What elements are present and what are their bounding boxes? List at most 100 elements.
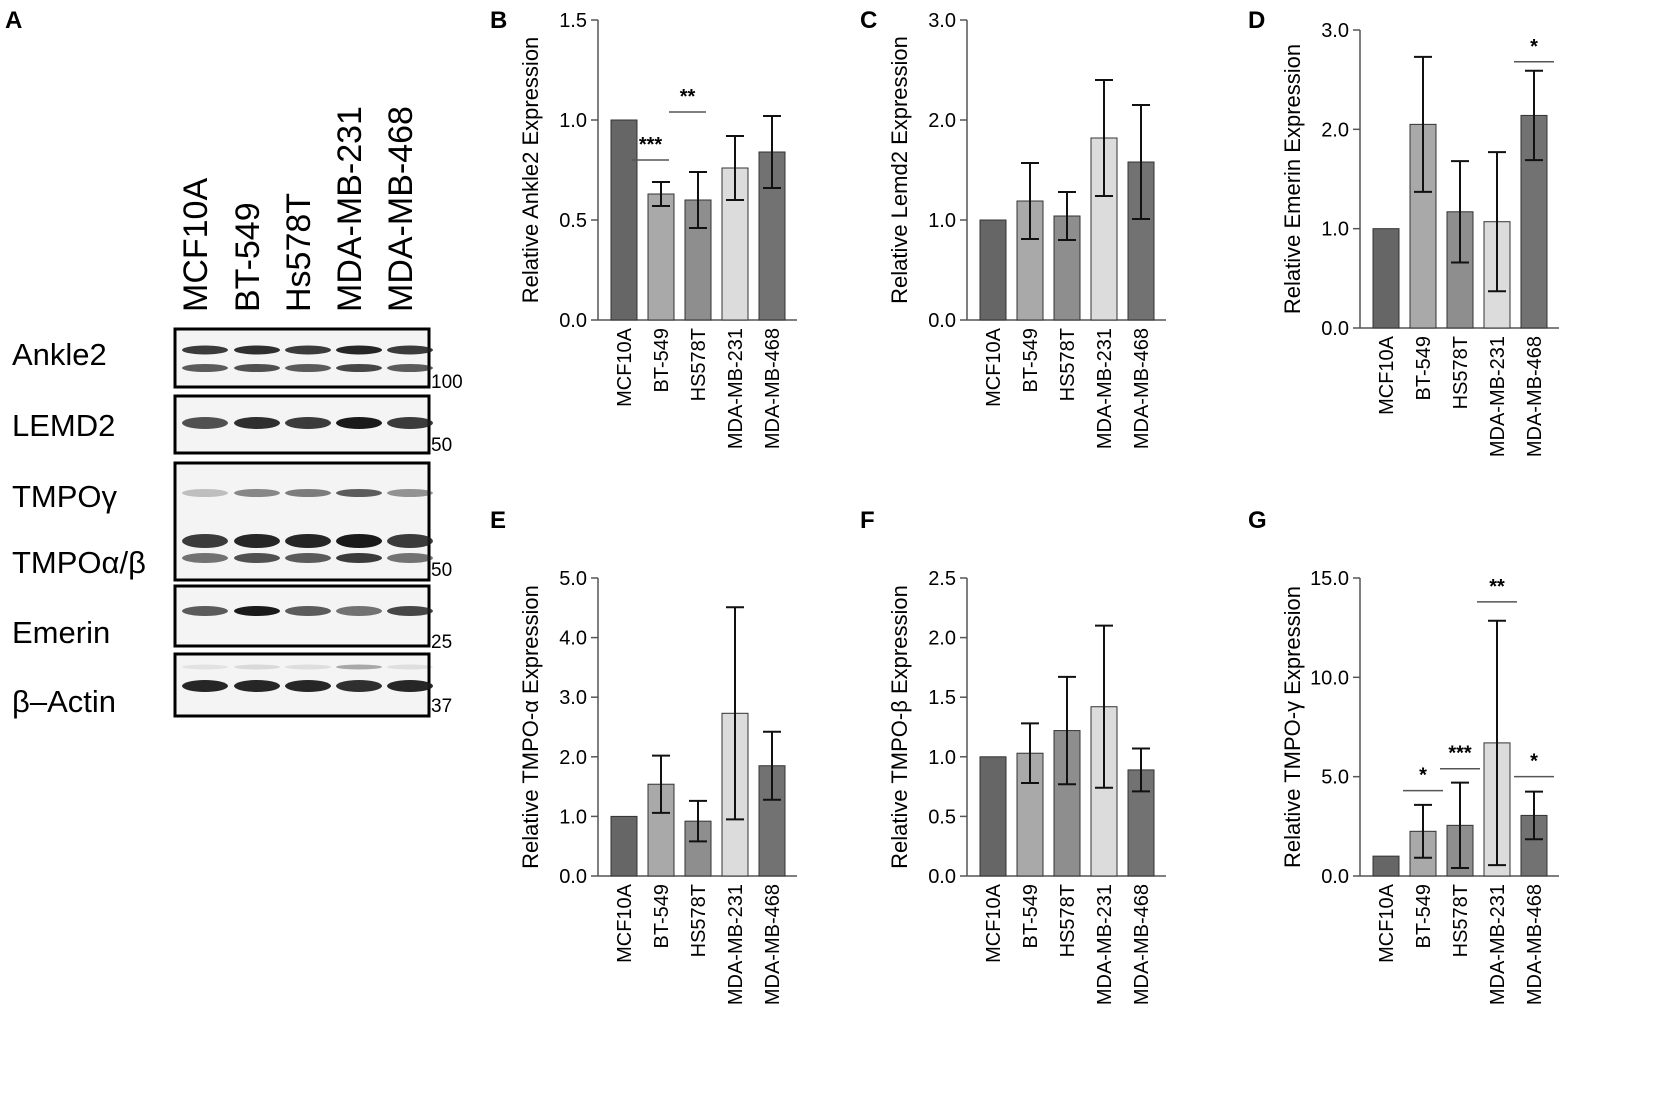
error-bar bbox=[1451, 160, 1469, 264]
blot-band bbox=[234, 553, 280, 563]
x-tick-label: MDA-MB-468 bbox=[1524, 336, 1546, 457]
bar-mcf10a bbox=[979, 756, 1007, 877]
blot-band bbox=[285, 417, 331, 429]
error-bar bbox=[689, 171, 707, 229]
x-tick-label: HS578T bbox=[1450, 336, 1472, 409]
panel-a-blot: A MCF10A BT-549 Hs578T MDA-MB-231 MDA-MB-468 A… bbox=[5, 7, 463, 719]
blot-band bbox=[182, 345, 228, 355]
blot-band bbox=[234, 417, 280, 429]
panel-letter: E bbox=[490, 507, 506, 534]
y-tick-label: 0.5 bbox=[928, 806, 956, 828]
significance-label: * bbox=[1530, 751, 1538, 773]
x-tick-label: MDA-MB-468 bbox=[1131, 884, 1153, 1005]
blot-band bbox=[234, 680, 280, 692]
blot-band bbox=[336, 534, 382, 548]
blot-band bbox=[387, 680, 433, 692]
blot-marker-label: 25 bbox=[431, 632, 452, 653]
x-tick-label: MCF10A bbox=[983, 327, 1005, 407]
error-bar bbox=[1451, 781, 1469, 870]
y-tick-label: 2.0 bbox=[1321, 119, 1349, 141]
error-bar bbox=[652, 181, 670, 207]
x-tick-label: HS578T bbox=[688, 328, 710, 401]
blot-band bbox=[285, 534, 331, 548]
error-bar bbox=[1095, 79, 1113, 197]
y-tick-label: 5.0 bbox=[559, 568, 587, 590]
y-tick-label: 1.5 bbox=[559, 10, 587, 32]
x-tick-label: MDA-MB-231 bbox=[1487, 884, 1509, 1005]
blot-band bbox=[182, 553, 228, 563]
blot-band bbox=[234, 345, 280, 355]
y-tick-label: 1.0 bbox=[928, 210, 956, 232]
blot-band bbox=[387, 417, 433, 429]
blot-band bbox=[182, 534, 228, 548]
blot-band bbox=[336, 345, 382, 355]
blot-band bbox=[336, 680, 382, 692]
x-tick-label: MDA-MB-468 bbox=[762, 328, 784, 449]
error-bar bbox=[726, 135, 744, 201]
x-tick-label: BT-549 bbox=[651, 328, 673, 392]
y-tick-label: 0.0 bbox=[1321, 866, 1349, 888]
blot-band bbox=[387, 664, 433, 670]
y-tick-label: 0.0 bbox=[1321, 318, 1349, 340]
blot-row-label: Emerin bbox=[12, 615, 110, 650]
blot-marker-label: 37 bbox=[431, 696, 452, 717]
blot-row-label: TMPOγ bbox=[12, 479, 118, 514]
significance-label: ** bbox=[1489, 576, 1505, 598]
bar-bt-549 bbox=[647, 193, 675, 321]
x-tick-label: MDA-MB-231 bbox=[1094, 328, 1116, 449]
x-tick-label: HS578T bbox=[1057, 328, 1079, 401]
error-bar bbox=[1021, 162, 1039, 240]
significance-label: * bbox=[1419, 765, 1427, 787]
blot-band bbox=[336, 364, 382, 372]
y-tick-label: 0.0 bbox=[559, 310, 587, 332]
y-tick-label: 2.0 bbox=[559, 747, 587, 769]
x-tick-label: MDA-MB-231 bbox=[725, 328, 747, 449]
x-tick-label: BT-549 bbox=[1413, 884, 1435, 948]
x-tick-label: HS578T bbox=[1057, 884, 1079, 957]
y-tick-label: 1.0 bbox=[559, 806, 587, 828]
bar-mcf10a bbox=[610, 119, 638, 321]
error-bar bbox=[1021, 722, 1039, 785]
x-tick-label: MCF10A bbox=[1376, 335, 1398, 415]
x-tick-label: MCF10A bbox=[1376, 883, 1398, 963]
blot-lane-label: MDA-MB-231 bbox=[331, 106, 369, 312]
x-tick-label: MDA-MB-468 bbox=[762, 884, 784, 1005]
y-tick-label: 5.0 bbox=[1321, 767, 1349, 789]
y-tick-label: 1.0 bbox=[1321, 219, 1349, 241]
blot-band bbox=[336, 606, 382, 616]
chart-panel-b: B 0.0 0.5 1.0 1.5 Relative Ankle2 Expression M… bbox=[490, 7, 797, 449]
y-tick-label: 0.0 bbox=[928, 310, 956, 332]
y-axis-label: Relative Emerin Expression bbox=[1280, 44, 1305, 314]
error-bar bbox=[1488, 151, 1506, 293]
bar-mcf10a bbox=[979, 219, 1007, 321]
x-tick-label: BT-549 bbox=[1413, 336, 1435, 400]
chart-panel-e: E 0.0 1.0 2.0 3.0 4.0 5.0 Relative TMPO-α Expre… bbox=[490, 507, 797, 1005]
blot-band bbox=[182, 364, 228, 372]
blot-band bbox=[387, 606, 433, 616]
panel-letter: B bbox=[490, 7, 507, 34]
blot-row-label: LEMD2 bbox=[12, 408, 115, 443]
error-bar bbox=[689, 799, 707, 843]
error-bar bbox=[1525, 69, 1543, 162]
blot-lane-label: BT-549 bbox=[229, 202, 267, 312]
blot-band bbox=[285, 606, 331, 616]
blot-band bbox=[182, 489, 228, 497]
blot-band bbox=[336, 417, 382, 429]
bar-bt-549 bbox=[1016, 200, 1044, 321]
panel-letter-a: A bbox=[5, 7, 22, 34]
bar-mcf10a bbox=[1372, 855, 1400, 877]
error-bar bbox=[1488, 619, 1506, 867]
blot-band bbox=[182, 664, 228, 670]
panel-letter: F bbox=[860, 507, 875, 534]
error-bar bbox=[763, 115, 781, 189]
blot-row-label: TMPOα/β bbox=[12, 545, 146, 580]
error-bar bbox=[726, 606, 744, 821]
y-tick-label: 1.0 bbox=[928, 747, 956, 769]
bar-mcf10a bbox=[610, 815, 638, 877]
blot-lane-label: MCF10A bbox=[177, 178, 215, 312]
blot-band bbox=[182, 417, 228, 429]
x-tick-label: MCF10A bbox=[614, 883, 636, 963]
blot-band bbox=[285, 345, 331, 355]
error-bar bbox=[1132, 104, 1150, 220]
y-tick-label: 2.0 bbox=[928, 628, 956, 650]
